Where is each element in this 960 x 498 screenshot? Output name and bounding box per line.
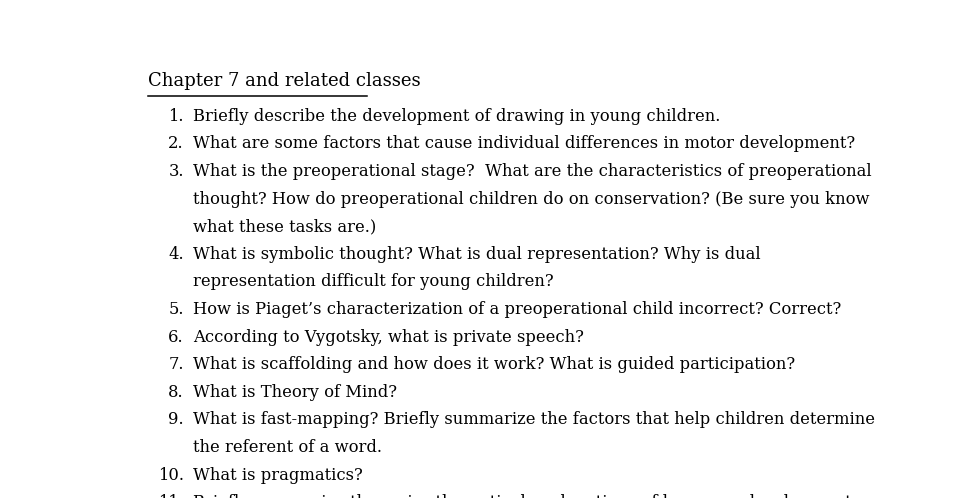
Text: What is scaffolding and how does it work? What is guided participation?: What is scaffolding and how does it work… <box>193 356 795 373</box>
Text: 9.: 9. <box>168 411 184 428</box>
Text: 6.: 6. <box>168 329 184 346</box>
Text: What is the preoperational stage?  What are the characteristics of preoperationa: What is the preoperational stage? What a… <box>193 163 872 180</box>
Text: 10.: 10. <box>158 467 184 484</box>
Text: representation difficult for young children?: representation difficult for young child… <box>193 273 554 290</box>
Text: Briefly summarize the major theoretical explanations of language development.: Briefly summarize the major theoretical … <box>193 494 856 498</box>
Text: 5.: 5. <box>169 301 184 318</box>
Text: 4.: 4. <box>168 246 184 263</box>
Text: the referent of a word.: the referent of a word. <box>193 439 382 456</box>
Text: 7.: 7. <box>169 356 184 373</box>
Text: 11.: 11. <box>158 494 184 498</box>
Text: 3.: 3. <box>169 163 184 180</box>
Text: What is Theory of Mind?: What is Theory of Mind? <box>193 384 396 401</box>
Text: Chapter 7 and related classes: Chapter 7 and related classes <box>148 72 420 90</box>
Text: 2.: 2. <box>168 135 184 152</box>
Text: How is Piaget’s characterization of a preoperational child incorrect? Correct?: How is Piaget’s characterization of a pr… <box>193 301 841 318</box>
Text: What is fast-mapping? Briefly summarize the factors that help children determine: What is fast-mapping? Briefly summarize … <box>193 411 875 428</box>
Text: What is pragmatics?: What is pragmatics? <box>193 467 363 484</box>
Text: Briefly describe the development of drawing in young children.: Briefly describe the development of draw… <box>193 108 720 124</box>
Text: 8.: 8. <box>168 384 184 401</box>
Text: what these tasks are.): what these tasks are.) <box>193 218 376 235</box>
Text: According to Vygotsky, what is private speech?: According to Vygotsky, what is private s… <box>193 329 584 346</box>
Text: thought? How do preoperational children do on conservation? (Be sure you know: thought? How do preoperational children … <box>193 191 870 208</box>
Text: 1.: 1. <box>169 108 184 124</box>
Text: What is symbolic thought? What is dual representation? Why is dual: What is symbolic thought? What is dual r… <box>193 246 760 263</box>
Text: What are some factors that cause individual differences in motor development?: What are some factors that cause individ… <box>193 135 855 152</box>
